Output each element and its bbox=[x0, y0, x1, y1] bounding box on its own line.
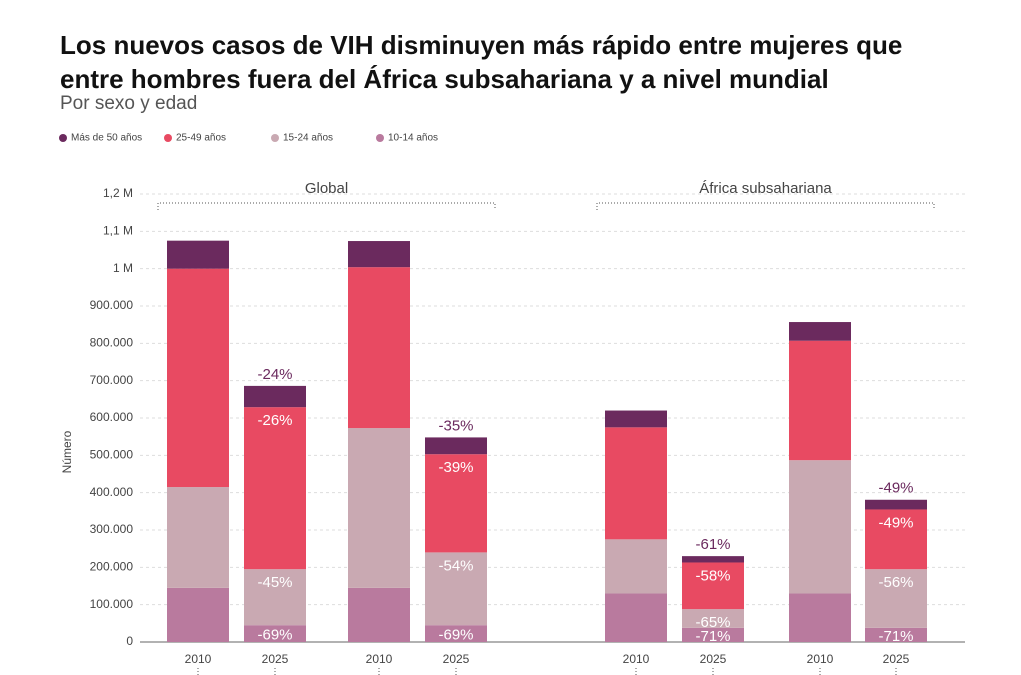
legend-swatch bbox=[59, 134, 67, 142]
y-tick-label: 800.000 bbox=[90, 336, 134, 350]
y-tick-label: 200.000 bbox=[90, 560, 134, 574]
legend-swatch bbox=[271, 134, 279, 142]
y-tick-label: 1,1 M bbox=[103, 224, 133, 238]
legend-label: Más de 50 años bbox=[71, 133, 142, 144]
bar-segment bbox=[682, 562, 744, 610]
y-tick-label: 300.000 bbox=[90, 522, 134, 536]
bar-segment bbox=[167, 240, 229, 269]
bar-segment bbox=[425, 454, 487, 553]
change-label: -69% bbox=[438, 627, 473, 644]
legend-label: 25-49 años bbox=[176, 133, 226, 144]
change-label: -65% bbox=[695, 614, 730, 631]
group-bracket bbox=[596, 202, 935, 210]
change-label: -54% bbox=[438, 557, 473, 574]
legend-label: 10-14 años bbox=[388, 133, 438, 144]
bar-segment bbox=[605, 539, 667, 594]
bar-segment bbox=[167, 487, 229, 588]
bar-segment bbox=[865, 569, 927, 628]
bar-segment bbox=[167, 268, 229, 488]
y-tick-label: 1,2 M bbox=[103, 186, 133, 200]
bar-segment bbox=[348, 267, 410, 429]
change-label: -71% bbox=[878, 628, 913, 645]
y-tick-label: 400.000 bbox=[90, 485, 134, 499]
bar-segment bbox=[865, 509, 927, 570]
change-label: -61% bbox=[695, 536, 730, 553]
y-tick-label: 100.000 bbox=[90, 597, 134, 611]
bar-segment bbox=[348, 428, 410, 588]
y-axis-label: Número bbox=[60, 430, 74, 473]
bar-segment bbox=[789, 322, 851, 341]
bar-segment bbox=[605, 593, 667, 642]
bar-segment bbox=[167, 587, 229, 642]
change-label: -58% bbox=[695, 567, 730, 584]
legend-swatch bbox=[376, 134, 384, 142]
x-tick-label: 2010 bbox=[807, 652, 834, 666]
x-tick-label: 2010 bbox=[185, 652, 212, 666]
bar-segment bbox=[605, 410, 667, 428]
change-label: -71% bbox=[695, 628, 730, 645]
legend-label: 15-24 años bbox=[283, 133, 333, 144]
change-label: -26% bbox=[257, 412, 292, 429]
bar-segment bbox=[348, 587, 410, 642]
bar-segment bbox=[244, 569, 306, 626]
change-label: -56% bbox=[878, 574, 913, 591]
group-bracket bbox=[157, 202, 496, 210]
change-label: -69% bbox=[257, 627, 292, 644]
bar-segment bbox=[682, 627, 744, 642]
bar-segment bbox=[244, 407, 306, 570]
change-label: -45% bbox=[257, 574, 292, 591]
y-tick-label: 500.000 bbox=[90, 448, 134, 462]
y-tick-label: 700.000 bbox=[90, 373, 134, 387]
y-tick-label: 600.000 bbox=[90, 410, 134, 424]
bar-segment bbox=[348, 241, 410, 268]
change-label: -49% bbox=[878, 514, 913, 531]
group-label: África subsahariana bbox=[699, 180, 832, 197]
bar-segment bbox=[789, 593, 851, 642]
bar-segment bbox=[789, 460, 851, 594]
x-tick-label: 2010 bbox=[366, 652, 393, 666]
x-tick-label: 2010 bbox=[623, 652, 650, 666]
legend-swatch bbox=[164, 134, 172, 142]
bar-segment bbox=[865, 499, 927, 510]
change-label: -49% bbox=[878, 480, 913, 497]
x-tick-label: 2025 bbox=[262, 652, 289, 666]
chart-subtitle: Por sexo y edad bbox=[60, 93, 198, 114]
group-label: Global bbox=[305, 180, 348, 197]
chart-title: Los nuevos casos de VIH disminuyen más r… bbox=[60, 30, 903, 94]
bar-segment bbox=[425, 437, 487, 455]
bar-segment bbox=[865, 627, 927, 642]
change-label: -24% bbox=[257, 366, 292, 383]
y-tick-label: 900.000 bbox=[90, 298, 134, 312]
x-tick-label: 2025 bbox=[700, 652, 727, 666]
x-tick-label: 2025 bbox=[883, 652, 910, 666]
bar-segment bbox=[789, 340, 851, 461]
bar-segment bbox=[605, 427, 667, 540]
bar-segment bbox=[244, 625, 306, 642]
y-tick-label: 0 bbox=[126, 634, 133, 648]
change-label: -35% bbox=[438, 417, 473, 434]
bar-segment bbox=[425, 625, 487, 642]
bar-segment bbox=[682, 609, 744, 628]
bar-segment bbox=[682, 556, 744, 563]
bar-segment bbox=[244, 385, 306, 408]
bar-segment bbox=[425, 552, 487, 626]
y-tick-label: 1 M bbox=[113, 261, 133, 275]
x-tick-label: 2025 bbox=[443, 652, 470, 666]
change-label: -39% bbox=[438, 459, 473, 476]
